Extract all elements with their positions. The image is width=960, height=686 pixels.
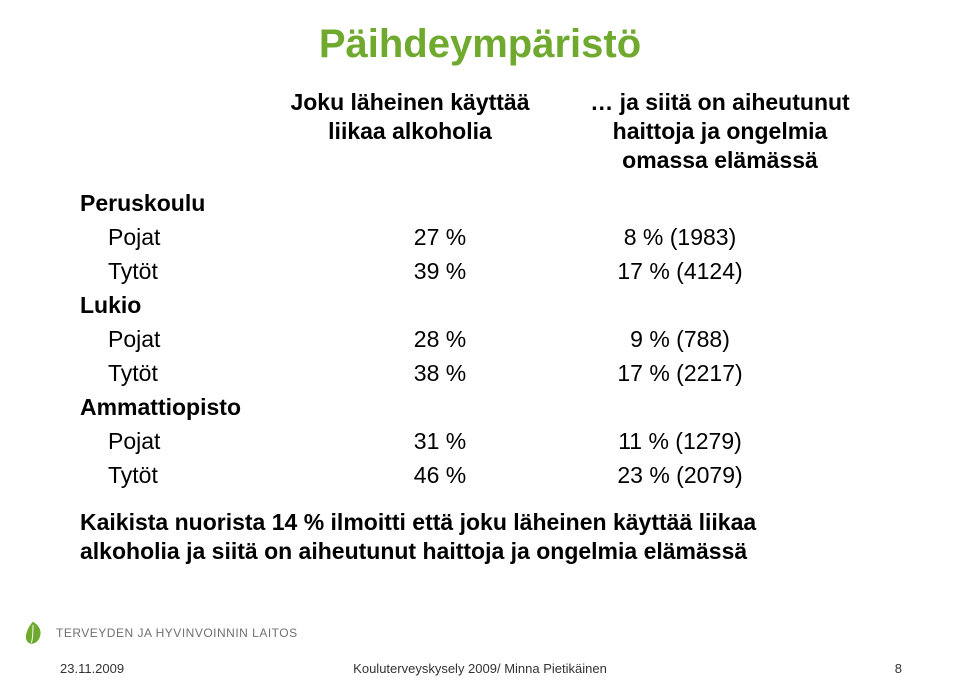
footer-caption: Kouluterveyskysely 2009/ Minna Pietikäin… <box>0 661 960 676</box>
table-row: Peruskoulu <box>80 186 880 220</box>
summary-text: Kaikista nuorista 14 % ilmoitti että jok… <box>80 508 880 566</box>
cell: 23 % (2079) <box>540 462 820 489</box>
col-header-1: Joku läheinen käyttää liikaa alkoholia <box>280 88 540 146</box>
row-label: Tytöt <box>80 258 340 285</box>
cell: 28 % <box>340 326 540 353</box>
table-row: Tytöt 38 % 17 % (2217) <box>80 356 880 390</box>
group-label: Peruskoulu <box>80 190 340 217</box>
row-label: Pojat <box>80 224 340 251</box>
summary-line-1: Kaikista nuorista 14 % ilmoitti että jok… <box>80 509 756 535</box>
footer-page-number: 8 <box>895 661 902 676</box>
group-label: Lukio <box>80 292 340 319</box>
brand-text: TERVEYDEN JA HYVINVOINNIN LAITOS <box>56 626 298 640</box>
group-label: Ammattiopisto <box>80 394 340 421</box>
table-row: Tytöt 39 % 17 % (4124) <box>80 254 880 288</box>
table-row: Pojat 27 % 8 % (1983) <box>80 220 880 254</box>
table-row: Pojat 28 % 9 % (788) <box>80 322 880 356</box>
row-label: Pojat <box>80 326 340 353</box>
slide: Päihdeympäristö Joku läheinen käyttää li… <box>0 0 960 686</box>
row-label: Tytöt <box>80 462 340 489</box>
col-header-1-line2: liikaa alkoholia <box>328 118 492 144</box>
col-header-2: … ja siitä on aiheutunut haittoja ja ong… <box>570 88 870 174</box>
cell: 8 % (1983) <box>540 224 820 251</box>
cell: 46 % <box>340 462 540 489</box>
summary-line-2: alkoholia ja siitä on aiheutunut haittoj… <box>80 538 747 564</box>
cell: 27 % <box>340 224 540 251</box>
leaf-icon <box>20 620 46 646</box>
cell: 9 % (788) <box>540 326 820 353</box>
cell: 31 % <box>340 428 540 455</box>
cell: 17 % (4124) <box>540 258 820 285</box>
table-row: Ammattiopisto <box>80 390 880 424</box>
col-header-2-line2: haittoja ja ongelmia <box>613 118 828 144</box>
cell: 39 % <box>340 258 540 285</box>
cell: 17 % (2217) <box>540 360 820 387</box>
cell: 11 % (1279) <box>540 428 820 455</box>
brand: TERVEYDEN JA HYVINVOINNIN LAITOS <box>20 620 298 646</box>
data-table: Peruskoulu Pojat 27 % 8 % (1983) Tytöt 3… <box>80 186 880 492</box>
table-row: Lukio <box>80 288 880 322</box>
col-header-1-line1: Joku läheinen käyttää <box>290 89 529 115</box>
row-label: Tytöt <box>80 360 340 387</box>
footer: TERVEYDEN JA HYVINVOINNIN LAITOS 23.11.2… <box>0 630 960 686</box>
cell: 38 % <box>340 360 540 387</box>
table-row: Tytöt 46 % 23 % (2079) <box>80 458 880 492</box>
table-row: Pojat 31 % 11 % (1279) <box>80 424 880 458</box>
page-title: Päihdeympäristö <box>0 22 960 67</box>
col-header-2-line3: omassa elämässä <box>622 147 818 173</box>
row-label: Pojat <box>80 428 340 455</box>
col-header-2-line1: … ja siitä on aiheutunut <box>590 89 849 115</box>
